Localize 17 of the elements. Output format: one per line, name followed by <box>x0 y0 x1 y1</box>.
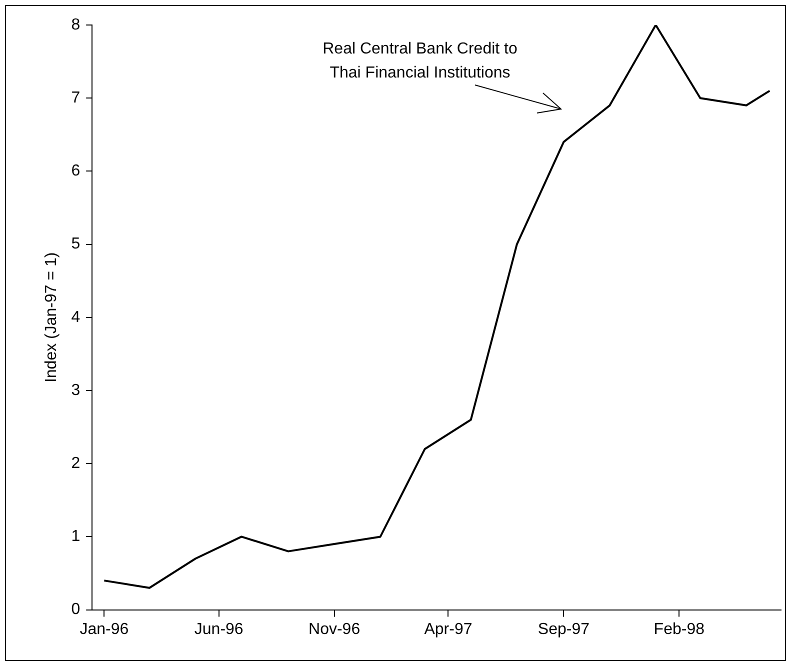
y-tick-label: 0 <box>71 601 80 618</box>
annotation: Real Central Bank Credit to Thai Financial Institutions <box>322 40 518 82</box>
x-tick-label: Nov-96 <box>308 620 360 638</box>
x-tick-label: Feb-98 <box>654 620 705 638</box>
y-tick-label: 1 <box>71 528 80 546</box>
x-tick-label: Jun-96 <box>194 620 244 638</box>
y-tick-label: 3 <box>71 382 80 399</box>
x-tick-label: Sep-97 <box>538 620 590 638</box>
y-tick-label: 6 <box>71 162 80 180</box>
y-tick-label: 7 <box>71 90 80 107</box>
x-tick-label: Apr-97 <box>424 620 472 638</box>
y-tick-label: 5 <box>71 236 80 253</box>
x-tick-label: Jan-96 <box>80 620 129 638</box>
y-tick-label: 4 <box>71 308 80 326</box>
y-tick-label: 8 <box>71 16 80 34</box>
y-axis-title: Index (Jan-97 = 1) <box>43 252 60 383</box>
y-tick-label: 2 <box>71 455 80 472</box>
